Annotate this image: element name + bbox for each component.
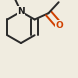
- Text: O: O: [55, 21, 63, 29]
- Text: N: N: [17, 7, 25, 16]
